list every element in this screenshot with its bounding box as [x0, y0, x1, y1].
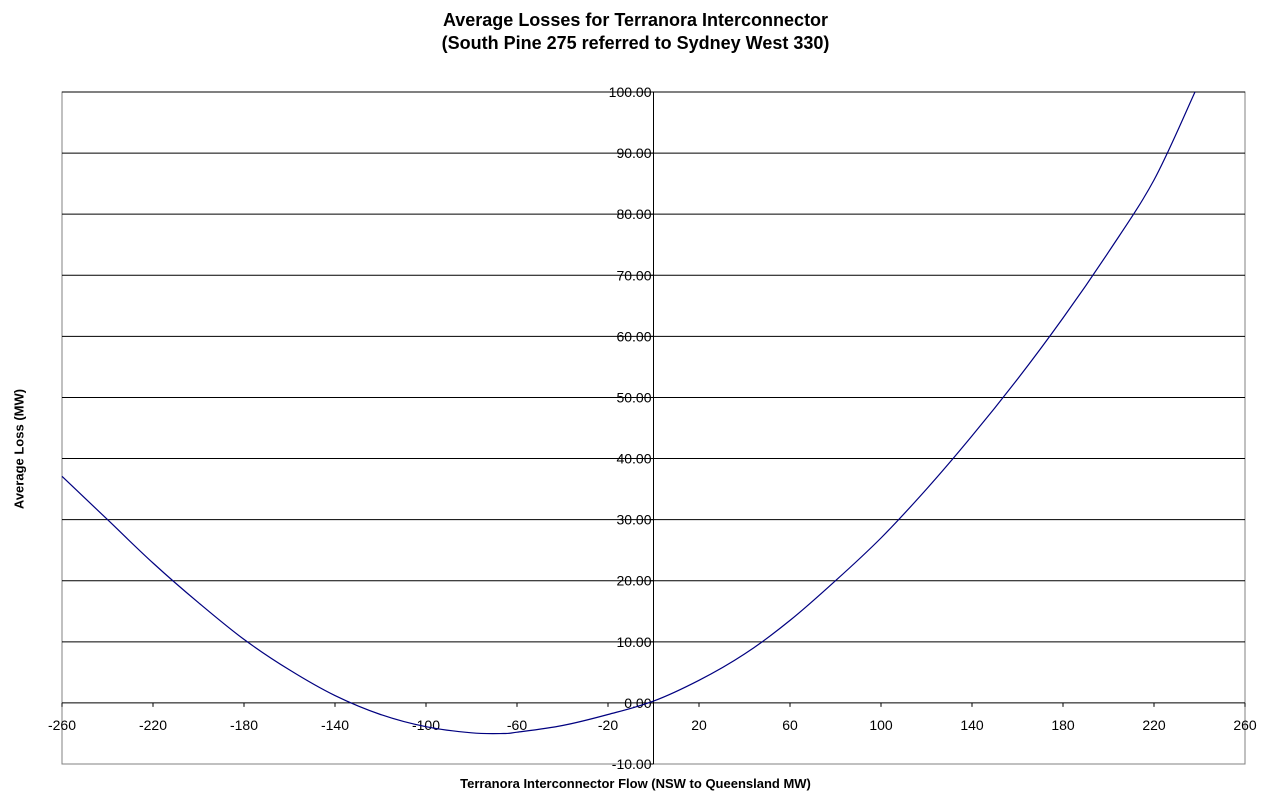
x-tick-label: -180	[230, 717, 258, 733]
x-tick-label: 220	[1142, 717, 1166, 733]
series-layer	[61, 91, 1196, 735]
x-tick-label: 260	[1233, 717, 1257, 733]
y-tick-label: 30.00	[616, 512, 651, 528]
y-tick-label: 70.00	[616, 267, 651, 283]
x-tick-label: 180	[1051, 717, 1075, 733]
x-tick-label: -60	[507, 717, 527, 733]
x-tick-label: 60	[782, 717, 798, 733]
x-tick-label: -220	[139, 717, 167, 733]
x-tick-label: 140	[960, 717, 984, 733]
chart-title: Average Losses for Terranora Interconnec…	[442, 10, 829, 30]
x-tick-label: 100	[869, 717, 893, 733]
x-tick-label: -100	[412, 717, 440, 733]
series-line	[61, 91, 1196, 735]
x-tick-label: -140	[321, 717, 349, 733]
x-tick-label: -260	[48, 717, 76, 733]
y-tick-label: -10.00	[612, 756, 652, 772]
chart-subtitle: (South Pine 275 referred to Sydney West …	[441, 33, 830, 53]
x-axis-label: Terranora Interconnector Flow (NSW to Qu…	[460, 776, 811, 791]
y-tick-label: 0.00	[624, 695, 651, 711]
y-tick-label: 40.00	[616, 451, 651, 467]
x-tick-label: -20	[598, 717, 618, 733]
x-tick-label: 20	[691, 717, 707, 733]
y-axis-label: Average Loss (MW)	[11, 388, 27, 510]
y-tick-label: 100.00	[609, 84, 652, 100]
y-tick-label: 10.00	[616, 634, 651, 650]
y-tick-label: 50.00	[616, 389, 651, 405]
y-tick-label: 80.00	[616, 206, 651, 222]
y-tick-label: 90.00	[616, 145, 651, 161]
y-tick-label: 20.00	[616, 573, 651, 589]
y-tick-label: 60.00	[616, 328, 651, 344]
axes	[62, 92, 1245, 764]
tick-labels: -10.00 0.00 10.00 20.00 30.00 40.00 50.00 60.00…	[48, 84, 1257, 772]
